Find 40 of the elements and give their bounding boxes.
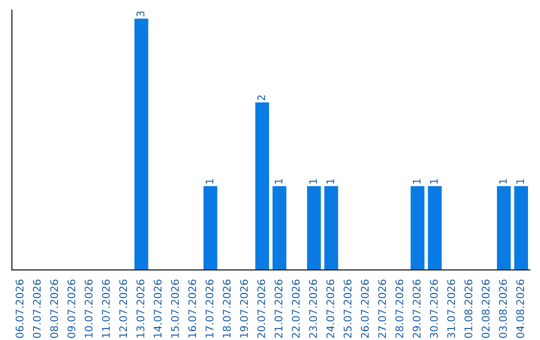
x-tick-label: 11.07.2026 bbox=[102, 280, 110, 338]
x-tick-label: 01.08.2026 bbox=[464, 280, 472, 338]
x-tick-label: 04.08.2026 bbox=[516, 280, 524, 338]
x-tick-label: 28.07.2026 bbox=[395, 280, 404, 338]
x-tick-label: 18.07.2026 bbox=[222, 280, 231, 338]
data-label: 1 bbox=[309, 179, 317, 184]
data-label: 1 bbox=[412, 179, 420, 184]
data-label: 1 bbox=[274, 179, 282, 184]
x-tick-label: 03.08.2026 bbox=[498, 280, 507, 338]
x-tick-label: 16.07.2026 bbox=[188, 280, 196, 338]
data-label: 1 bbox=[430, 179, 438, 184]
x-tick-label: 25.07.2026 bbox=[344, 280, 352, 338]
data-label: 1 bbox=[206, 179, 214, 184]
x-tick-label: 19.07.2026 bbox=[240, 280, 248, 338]
data-label: 1 bbox=[516, 179, 524, 184]
x-tick-label: 14.07.2026 bbox=[154, 280, 162, 338]
data-label: 3 bbox=[136, 11, 144, 16]
x-tick-label: 20.07.2026 bbox=[257, 280, 266, 338]
x-tick-label: 02.08.2026 bbox=[482, 280, 490, 338]
x-tick-label: 24.07.2026 bbox=[326, 280, 334, 338]
x-tick-label: 23.07.2026 bbox=[309, 280, 317, 338]
data-label: 1 bbox=[499, 179, 507, 184]
x-tick-label: 21.07.2026 bbox=[274, 280, 282, 338]
x-tick-label: 31.07.2026 bbox=[447, 280, 456, 338]
x-tick-label: 29.07.2026 bbox=[412, 280, 421, 338]
x-tick-label: 07.07.2026 bbox=[32, 280, 41, 338]
x-tick-label: 17.07.2026 bbox=[206, 280, 214, 338]
x-tick-label: 06.07.2026 bbox=[16, 280, 24, 338]
x-tick-label: 27.07.2026 bbox=[378, 280, 386, 338]
x-tick-label: 09.07.2026 bbox=[67, 280, 76, 338]
x-tick-label: 13.07.2026 bbox=[136, 280, 144, 338]
x-tick-label: 22.07.2026 bbox=[292, 280, 300, 338]
x-tick-label: 08.07.2026 bbox=[50, 280, 58, 338]
x-tick-label: 26.07.2026 bbox=[360, 280, 369, 338]
x-tick-label: 30.07.2026 bbox=[430, 280, 438, 338]
x-tick-label: 12.07.2026 bbox=[119, 280, 128, 338]
x-tick-label: 15.07.2026 bbox=[171, 280, 179, 338]
data-label: 2 bbox=[257, 95, 266, 100]
data-label: 1 bbox=[326, 179, 334, 184]
x-tick-label: 10.07.2026 bbox=[84, 280, 93, 338]
